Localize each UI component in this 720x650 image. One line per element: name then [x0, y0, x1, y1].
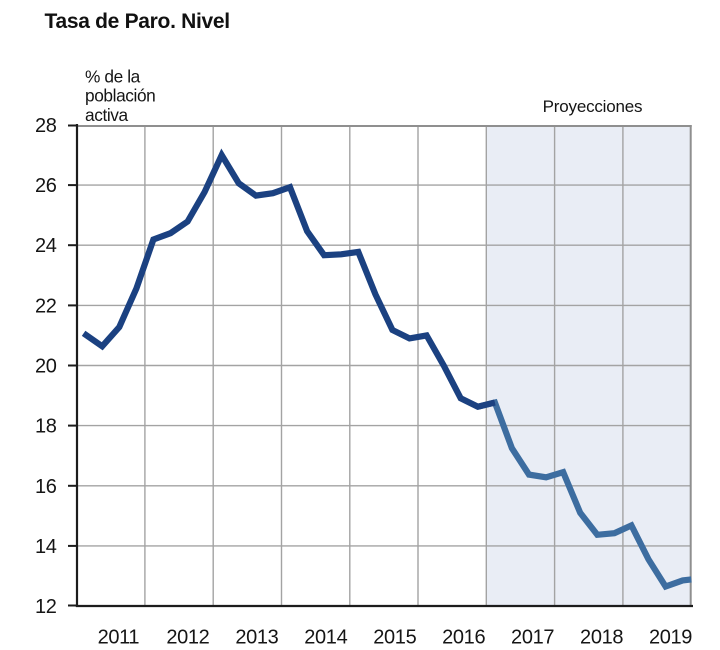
- svg-text:2016: 2016: [442, 627, 485, 649]
- svg-text:% de la: % de la: [85, 66, 141, 86]
- svg-text:14: 14: [35, 536, 57, 558]
- svg-text:Proyecciones: Proyecciones: [543, 97, 643, 116]
- svg-text:2015: 2015: [373, 627, 416, 649]
- svg-text:2017: 2017: [511, 627, 554, 649]
- svg-text:2014: 2014: [304, 627, 347, 649]
- svg-text:Tasa de Paro. Nivel: Tasa de Paro. Nivel: [45, 10, 230, 33]
- svg-text:2012: 2012: [166, 627, 209, 649]
- svg-text:18: 18: [35, 416, 57, 438]
- svg-text:12: 12: [35, 596, 57, 618]
- svg-text:2011: 2011: [98, 627, 140, 649]
- svg-text:28: 28: [35, 115, 57, 137]
- svg-text:16: 16: [35, 476, 57, 498]
- svg-text:2013: 2013: [235, 627, 278, 649]
- svg-text:activa: activa: [85, 105, 129, 125]
- svg-text:2018: 2018: [580, 627, 623, 649]
- svg-text:24: 24: [35, 235, 57, 257]
- svg-text:26: 26: [35, 175, 57, 197]
- svg-text:22: 22: [35, 295, 57, 317]
- svg-text:población: población: [85, 86, 155, 106]
- svg-text:2019: 2019: [649, 627, 692, 649]
- svg-text:20: 20: [35, 356, 57, 378]
